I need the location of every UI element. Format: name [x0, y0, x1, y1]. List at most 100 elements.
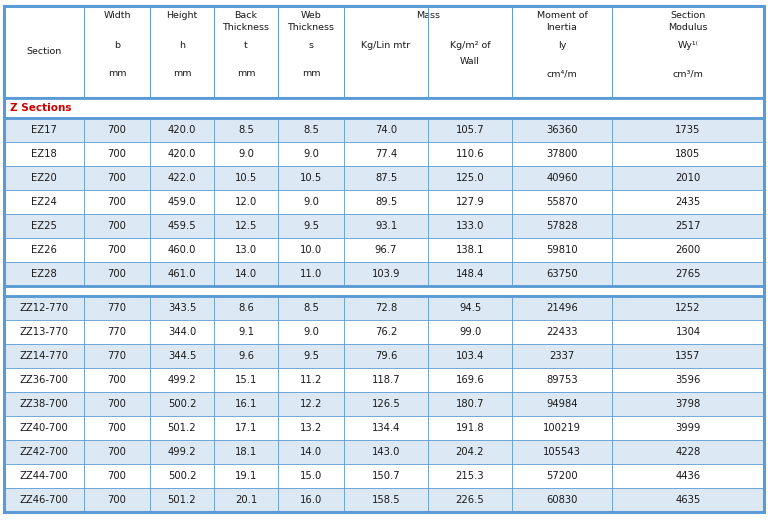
Text: 4228: 4228	[675, 447, 700, 457]
Text: 126.5: 126.5	[372, 399, 400, 409]
Bar	[4, 392, 764, 416]
Bar	[4, 464, 764, 488]
Text: 10.5: 10.5	[235, 173, 257, 183]
Text: 1304: 1304	[675, 327, 700, 337]
Text: 74.0: 74.0	[375, 125, 397, 135]
Text: 15.1: 15.1	[235, 375, 257, 385]
Text: 36360: 36360	[546, 125, 578, 135]
Text: 14.0: 14.0	[235, 269, 257, 279]
Text: 2600: 2600	[675, 245, 700, 255]
Bar	[4, 98, 764, 118]
Text: ZZ38-700: ZZ38-700	[20, 399, 68, 409]
Text: EZ25: EZ25	[31, 221, 57, 231]
Text: EZ20: EZ20	[31, 173, 57, 183]
Text: 21496: 21496	[546, 303, 578, 313]
Text: 700: 700	[108, 399, 127, 409]
Text: 138.1: 138.1	[455, 245, 485, 255]
Text: 700: 700	[108, 221, 127, 231]
Text: 420.0: 420.0	[168, 149, 196, 159]
Text: 700: 700	[108, 245, 127, 255]
Text: 12.2: 12.2	[300, 399, 323, 409]
Bar	[4, 262, 764, 286]
Text: 94984: 94984	[546, 399, 578, 409]
Text: 4436: 4436	[675, 471, 700, 481]
Text: 700: 700	[108, 471, 127, 481]
Text: 770: 770	[108, 327, 127, 337]
Text: 500.2: 500.2	[167, 471, 197, 481]
Text: 79.6: 79.6	[375, 351, 397, 361]
Text: 700: 700	[108, 125, 127, 135]
Text: 134.4: 134.4	[372, 423, 400, 433]
Text: 700: 700	[108, 149, 127, 159]
Text: 13.0: 13.0	[235, 245, 257, 255]
Text: 700: 700	[108, 423, 127, 433]
Text: Wall: Wall	[460, 56, 480, 66]
Text: Kg/Lin mtr: Kg/Lin mtr	[362, 42, 411, 50]
Text: 344.0: 344.0	[168, 327, 196, 337]
Text: h: h	[179, 42, 185, 50]
Text: 9.5: 9.5	[303, 221, 319, 231]
Text: 459.0: 459.0	[167, 197, 197, 207]
Text: 8.6: 8.6	[238, 303, 254, 313]
Text: 1252: 1252	[675, 303, 700, 313]
Text: 133.0: 133.0	[456, 221, 484, 231]
Text: Thickness: Thickness	[223, 23, 270, 32]
Text: 40960: 40960	[546, 173, 578, 183]
Text: s: s	[309, 42, 313, 50]
Text: 204.2: 204.2	[455, 447, 485, 457]
Text: 700: 700	[108, 447, 127, 457]
Text: 103.9: 103.9	[372, 269, 400, 279]
Bar	[4, 296, 764, 320]
Text: 1805: 1805	[675, 149, 700, 159]
Text: 2010: 2010	[675, 173, 700, 183]
Text: 19.1: 19.1	[235, 471, 257, 481]
Text: 89.5: 89.5	[375, 197, 397, 207]
Bar	[4, 214, 764, 238]
Text: 22433: 22433	[546, 327, 578, 337]
Text: 10.0: 10.0	[300, 245, 322, 255]
Text: 89753: 89753	[546, 375, 578, 385]
Text: 20.1: 20.1	[235, 495, 257, 505]
Text: cm³/m: cm³/m	[673, 69, 703, 78]
Text: 770: 770	[108, 303, 127, 313]
Text: ZZ44-700: ZZ44-700	[20, 471, 68, 481]
Text: EZ26: EZ26	[31, 245, 57, 255]
Text: 150.7: 150.7	[372, 471, 400, 481]
Text: 459.5: 459.5	[167, 221, 197, 231]
Text: Kg/m² of: Kg/m² of	[450, 42, 490, 50]
Text: ZZ46-700: ZZ46-700	[19, 495, 68, 505]
Bar	[4, 286, 764, 296]
Bar	[4, 416, 764, 440]
Text: b: b	[114, 42, 120, 50]
Text: 12.5: 12.5	[235, 221, 257, 231]
Text: 501.2: 501.2	[167, 423, 197, 433]
Text: 100219: 100219	[543, 423, 581, 433]
Text: ZZ36-700: ZZ36-700	[19, 375, 68, 385]
Text: ZZ14-770: ZZ14-770	[19, 351, 68, 361]
Bar	[4, 190, 764, 214]
Text: 2337: 2337	[549, 351, 574, 361]
Text: 8.5: 8.5	[303, 125, 319, 135]
Text: Inertia: Inertia	[547, 23, 578, 32]
Text: 9.0: 9.0	[303, 197, 319, 207]
Text: 191.8: 191.8	[455, 423, 485, 433]
Bar	[4, 368, 764, 392]
Text: 9.5: 9.5	[303, 351, 319, 361]
Text: Moment of: Moment of	[537, 12, 588, 21]
Text: 8.5: 8.5	[238, 125, 254, 135]
Text: 3798: 3798	[675, 399, 700, 409]
Text: Iy: Iy	[558, 42, 566, 50]
Text: 57828: 57828	[546, 221, 578, 231]
Text: 9.0: 9.0	[303, 149, 319, 159]
Text: 8.5: 8.5	[303, 303, 319, 313]
Text: 17.1: 17.1	[235, 423, 257, 433]
Text: 18.1: 18.1	[235, 447, 257, 457]
Text: t: t	[244, 42, 248, 50]
Bar	[4, 440, 764, 464]
Text: Wy¹⁽: Wy¹⁽	[677, 42, 699, 50]
Text: 55870: 55870	[546, 197, 578, 207]
Text: 422.0: 422.0	[167, 173, 197, 183]
Text: 93.1: 93.1	[375, 221, 397, 231]
Text: 15.0: 15.0	[300, 471, 322, 481]
Text: 420.0: 420.0	[168, 125, 196, 135]
